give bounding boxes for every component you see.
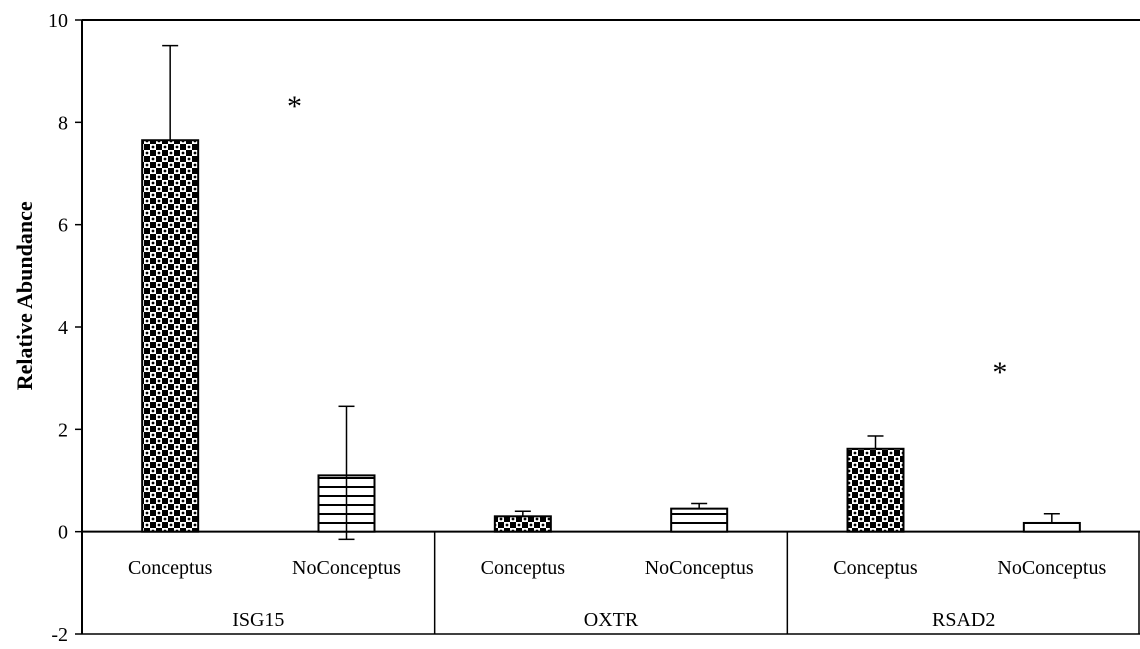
category-label: Conceptus <box>833 557 918 579</box>
category-label: NoConceptus <box>645 557 754 579</box>
y-tick-label: -2 <box>51 624 68 644</box>
category-label: Conceptus <box>128 557 213 579</box>
group-label: RSAD2 <box>932 609 995 631</box>
y-tick-label: 10 <box>48 10 68 32</box>
significance-annotation: * <box>992 356 1007 389</box>
y-tick-label: 2 <box>58 419 68 441</box>
bar <box>141 139 200 533</box>
y-tick-label: 6 <box>58 215 68 237</box>
y-axis-label: Relative Abundance <box>12 201 37 390</box>
bar <box>846 447 905 533</box>
group-label: OXTR <box>584 609 639 631</box>
y-tick-label: 0 <box>58 522 68 544</box>
y-tick-label: 8 <box>58 112 68 134</box>
category-label: Conceptus <box>481 557 566 579</box>
group-label: ISG15 <box>232 609 284 631</box>
bar <box>493 515 552 533</box>
bar <box>1022 521 1081 533</box>
category-label: NoConceptus <box>292 557 401 579</box>
category-label: NoConceptus <box>997 557 1106 579</box>
y-tick-label: 4 <box>58 317 68 339</box>
bar <box>670 507 729 533</box>
significance-annotation: * <box>287 90 302 123</box>
